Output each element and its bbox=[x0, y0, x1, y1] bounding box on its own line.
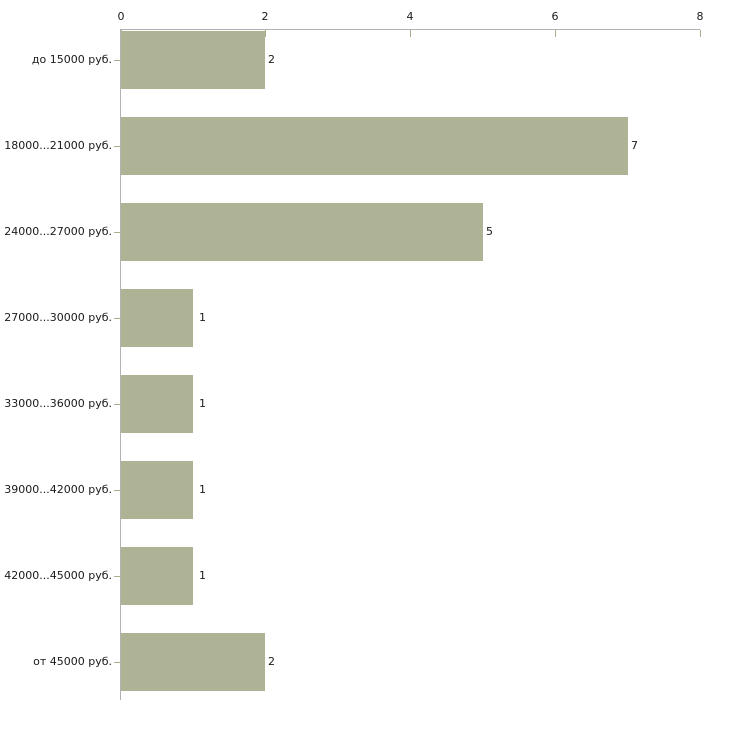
category-label: 33000...36000 руб. bbox=[4, 397, 112, 410]
bar-value-label: 1 bbox=[199, 311, 206, 324]
category-label: 42000...45000 руб. bbox=[4, 569, 112, 582]
x-axis-tick-label: 2 bbox=[261, 10, 269, 23]
x-axis-tick-label: 8 bbox=[696, 10, 704, 23]
bar-value-label: 7 bbox=[631, 139, 638, 152]
bar bbox=[121, 117, 628, 175]
bar bbox=[121, 31, 265, 89]
bar bbox=[121, 547, 193, 605]
y-axis-tick bbox=[114, 576, 120, 577]
y-axis-tick bbox=[114, 146, 120, 147]
bar bbox=[121, 203, 483, 261]
bar-value-label: 5 bbox=[486, 225, 493, 238]
bar-value-label: 1 bbox=[199, 569, 206, 582]
x-axis-tick bbox=[410, 30, 411, 37]
y-axis-tick bbox=[114, 490, 120, 491]
y-axis-tick bbox=[114, 662, 120, 663]
bar bbox=[121, 375, 193, 433]
bar-value-label: 2 bbox=[268, 655, 275, 668]
x-axis-tick-label: 4 bbox=[406, 10, 414, 23]
bar-value-label: 2 bbox=[268, 53, 275, 66]
category-label: 39000...42000 руб. bbox=[4, 483, 112, 496]
category-label: 24000...27000 руб. bbox=[4, 225, 112, 238]
x-axis-tick bbox=[555, 30, 556, 37]
y-axis-tick bbox=[114, 232, 120, 233]
category-label: 27000...30000 руб. bbox=[4, 311, 112, 324]
bar-value-label: 1 bbox=[199, 483, 206, 496]
y-axis-tick bbox=[114, 404, 120, 405]
category-label: 18000...21000 руб. bbox=[4, 139, 112, 152]
category-label: до 15000 руб. bbox=[31, 53, 112, 66]
y-axis-tick bbox=[114, 60, 120, 61]
x-axis-tick bbox=[265, 30, 266, 37]
bar bbox=[121, 461, 193, 519]
y-axis-tick bbox=[114, 318, 120, 319]
x-axis-tick bbox=[700, 30, 701, 37]
bar-value-label: 1 bbox=[199, 397, 206, 410]
x-axis-tick-label: 6 bbox=[551, 10, 559, 23]
bar bbox=[121, 633, 265, 691]
x-axis-line bbox=[121, 29, 700, 30]
x-axis-tick-label: 0 bbox=[117, 10, 125, 23]
y-axis-line bbox=[120, 29, 121, 700]
category-label: от 45000 руб. bbox=[33, 655, 112, 668]
bar bbox=[121, 289, 193, 347]
